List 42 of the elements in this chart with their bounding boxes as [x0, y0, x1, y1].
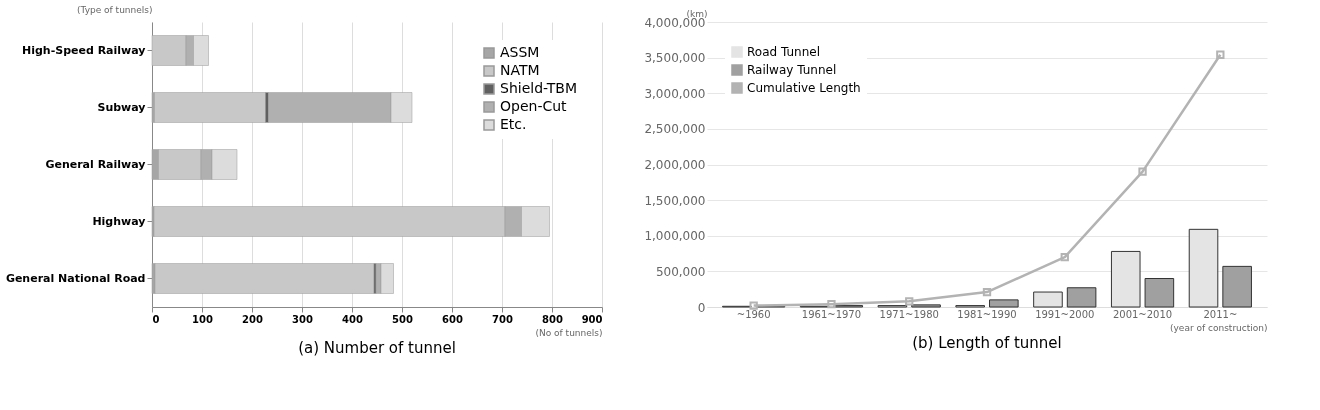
text: (a) Number of tunnel	[298, 339, 456, 357]
x-tick-label: 500	[392, 313, 413, 325]
text: (b) Length of tunnel	[912, 334, 1062, 352]
x-axis-title: (year of construction)	[1170, 322, 1268, 333]
y-tick-label: General Railway	[45, 157, 146, 171]
x-tick-label: 700	[492, 313, 513, 325]
y-axis-title: (Type of tunnels)	[77, 4, 153, 15]
y-tick-label: 3,000,000	[644, 86, 706, 101]
legend-label: Road Tunnel	[747, 45, 820, 59]
y-tick-label: Highway	[92, 214, 146, 228]
x-tick-label: 900	[581, 313, 603, 325]
legend-label: NATM	[500, 62, 540, 78]
y-tick-label: 1,000,000	[644, 229, 706, 244]
x-tick-label: 1961~1970	[801, 308, 862, 320]
x-tick-label: 0	[152, 313, 160, 325]
x-tick-label: ~1960	[736, 308, 771, 320]
x-tick-label: 100	[192, 313, 213, 325]
legend-label: Shield-TBM	[500, 80, 578, 96]
legend-label: Open-Cut	[500, 98, 568, 114]
y-tick-label: General National Road	[5, 271, 146, 285]
x-tick-label: 1991~2000	[1035, 308, 1095, 320]
x-tick-label: 2001~2010	[1112, 308, 1173, 320]
x-tick-label: 300	[292, 313, 313, 325]
y-tick-label: Subway	[97, 100, 146, 114]
y-tick-label: 2,000,000	[644, 158, 706, 172]
x-tick-label: 400	[342, 313, 363, 325]
x-tick-label: 600	[442, 313, 463, 325]
y-tick-label: 1,500,000	[644, 193, 706, 208]
x-tick-label: 2011~	[1203, 308, 1238, 320]
x-axis-title: (No of tunnels)	[535, 327, 603, 338]
y-tick-label: 500,000	[655, 264, 706, 279]
y-tick-label: High-Speed Railway	[21, 43, 146, 57]
legend-label: Etc.	[500, 116, 527, 132]
x-tick-label: 200	[242, 313, 263, 325]
legend-label: Railway Tunnel	[747, 63, 837, 77]
x-tick-label: 1981~1990	[957, 308, 1017, 320]
legend-label: ASSM	[500, 44, 540, 60]
y-tick-label: 3,500,000	[644, 51, 706, 66]
x-tick-label: 800	[542, 313, 563, 325]
x-tick-label: 1971~1980	[879, 308, 939, 320]
y-tick-label: 2,500,000	[644, 122, 706, 137]
legend-label: Cumulative Length	[747, 81, 861, 95]
